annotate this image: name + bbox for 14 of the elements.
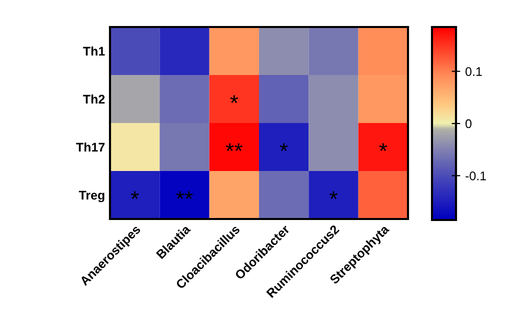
y-tick-label: Th1	[83, 46, 105, 56]
data-label: *	[379, 143, 388, 152]
color-bar-label: -0.1	[466, 171, 486, 180]
y-tick-label: Treg	[78, 190, 104, 202]
y-tick-label: Th17	[76, 142, 105, 152]
y-tick-label: Th2	[83, 94, 105, 104]
color-bar-label: 0	[466, 119, 472, 128]
data-label: *	[130, 191, 139, 200]
color-bar-label: 0.1	[466, 67, 482, 76]
data-label: *	[330, 191, 338, 200]
data-label: *	[280, 143, 288, 152]
data-label: **	[176, 191, 193, 200]
data-label: *	[230, 95, 238, 104]
data-label: **	[226, 143, 242, 152]
